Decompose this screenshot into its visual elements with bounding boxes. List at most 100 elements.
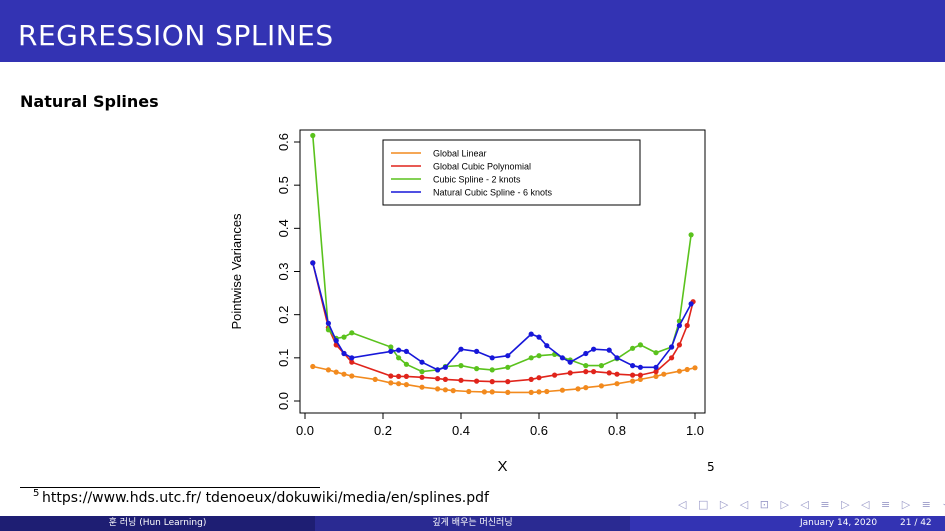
data-point [505,365,510,370]
data-point [443,387,448,392]
data-point [614,355,619,360]
footer: 훈 러닝 (Hun Learning) 깊게 배우는 머신러닝 January … [0,516,945,531]
data-point [388,349,393,354]
data-point [373,377,378,382]
data-point [419,369,424,374]
slide-subtitle: Natural Splines [20,92,159,111]
data-point [396,348,401,353]
data-point [505,353,510,358]
data-point [443,377,448,382]
data-point [404,362,409,367]
x-axis-label: X [497,458,507,475]
data-point [451,388,456,393]
footer-date: January 14, 2020 [800,516,877,531]
data-point [396,355,401,360]
data-point [341,335,346,340]
y-tick-label: 0.3 [276,262,291,280]
data-point [505,390,510,395]
x-tick-label: 0.2 [374,423,392,438]
data-point [490,355,495,360]
data-point [419,385,424,390]
data-point [474,349,479,354]
y-tick-label: 0.2 [276,306,291,324]
data-point [466,389,471,394]
data-point [552,373,557,378]
data-point [661,372,666,377]
data-point [607,348,612,353]
title-bar: REGRESSION SPLINES [0,0,945,62]
data-point [614,372,619,377]
data-point [529,390,534,395]
data-point [669,355,674,360]
data-point [630,379,635,384]
data-point [568,370,573,375]
x-tick-label: 0.0 [296,423,314,438]
slide-title: REGRESSION SPLINES [18,18,334,54]
footnote-link[interactable]: https://www.hds.utc.fr/ tdenoeux/dokuwik… [42,490,489,506]
data-point [419,375,424,380]
data-point [669,344,674,349]
data-point [638,365,643,370]
data-point [607,370,612,375]
data-point [575,386,580,391]
data-point [630,373,635,378]
data-point [583,369,588,374]
data-point [599,383,604,388]
series-1 [310,260,696,384]
data-point [435,386,440,391]
data-point [443,365,448,370]
y-tick-label: 0.0 [276,392,291,410]
data-point [458,378,463,383]
data-point [404,349,409,354]
data-point [568,360,573,365]
series-3 [310,260,694,372]
data-point [653,350,658,355]
x-tick-label: 0.8 [608,423,626,438]
data-point [544,389,549,394]
data-point [404,374,409,379]
data-point [435,367,440,372]
data-point [591,369,596,374]
x-tick-label: 0.6 [530,423,548,438]
data-point [685,367,690,372]
beamer-navigation[interactable]: ◁ □ ▷ ◁ ⊡ ▷ ◁ ≡ ▷ ◁ ≡ ▷ ≡ ∽ ⌕ [678,498,945,512]
y-tick-label: 0.4 [276,219,291,237]
x-tick-label: 1.0 [686,423,704,438]
data-point [482,389,487,394]
data-point [310,260,315,265]
data-point [638,373,643,378]
data-point [529,377,534,382]
data-point [388,380,393,385]
data-point [490,367,495,372]
data-point [614,381,619,386]
data-point [458,363,463,368]
data-point [583,363,588,368]
legend-label: Global Cubic Polynomial [433,162,531,172]
footer-author: 훈 러닝 (Hun Learning) [0,516,315,531]
data-point [458,347,463,352]
data-point [388,373,393,378]
data-point [419,360,424,365]
footer-course: 깊게 배우는 머신러닝 [315,516,630,531]
data-point [638,342,643,347]
data-point [536,375,541,380]
data-point [334,338,339,343]
data-point [334,370,339,375]
data-point [630,363,635,368]
variance-chart: Global Linear Global Cubic Polynomial Cubi… [225,125,725,485]
data-point [310,133,315,138]
data-point [536,353,541,358]
data-point [529,332,534,337]
data-point [653,365,658,370]
series-line [313,263,693,382]
data-point [435,376,440,381]
data-point [505,379,510,384]
legend-label: Cubic Spline - 2 knots [433,175,521,185]
data-point [630,346,635,351]
data-point [583,385,588,390]
data-point [560,355,565,360]
data-point [544,343,549,348]
data-point [529,355,534,360]
data-point [599,363,604,368]
data-point [689,301,694,306]
